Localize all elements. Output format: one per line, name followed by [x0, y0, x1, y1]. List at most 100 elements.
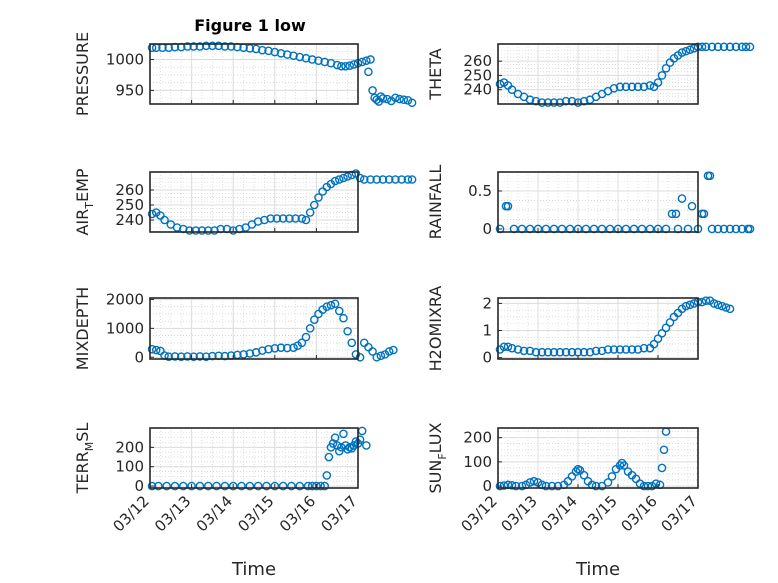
data-point: [201, 352, 211, 361]
data-point: [334, 175, 344, 184]
data-point: [245, 481, 255, 491]
data-point: [607, 472, 617, 481]
data-point: [503, 342, 513, 352]
x-tick-label: 03/14: [193, 492, 236, 535]
data-point: [531, 347, 541, 357]
data-point: [731, 42, 741, 52]
data-point: [659, 445, 669, 455]
data-point: [310, 315, 319, 324]
data-point: [276, 48, 286, 58]
y-tick-label: 1: [482, 322, 492, 340]
data-point: [713, 300, 723, 310]
data-point: [681, 46, 691, 56]
y-tick-label: 0: [482, 349, 492, 367]
series-mixdepth: [147, 299, 398, 362]
data-point: [685, 300, 695, 310]
y-tick-label: 100: [115, 458, 144, 476]
data-point: [195, 42, 205, 51]
data-point: [368, 347, 377, 356]
data-point: [337, 61, 346, 71]
y-tick-label: 240: [463, 81, 492, 99]
data-point: [503, 201, 513, 211]
data-point: [312, 481, 321, 491]
axes-frame: [149, 43, 359, 105]
data-point: [364, 67, 373, 77]
data-point: [189, 352, 198, 361]
data-point: [725, 42, 735, 52]
data-point: [615, 82, 625, 92]
data-point: [745, 224, 755, 234]
data-point: [499, 342, 509, 352]
data-point: [239, 350, 248, 359]
data-point: [201, 41, 211, 51]
data-point: [372, 175, 382, 184]
series-air_temp: [147, 169, 417, 235]
data-point: [297, 214, 307, 223]
x-tick-label: 03/14: [538, 492, 581, 535]
data-point: [305, 208, 315, 217]
data-point: [397, 175, 406, 184]
data-point: [362, 56, 371, 66]
subplot-mixdepth: 0 1000 2000 MIXDEPTH: [73, 287, 398, 370]
axes-frame: [497, 43, 699, 105]
subplot-pressure: 950 1000 PRESSURE: [73, 32, 417, 116]
y-tick-label: 1000: [106, 319, 144, 337]
data-point: [301, 215, 311, 225]
data-point: [320, 481, 330, 491]
data-point: [160, 215, 169, 225]
data-point: [725, 304, 735, 314]
y-tick-label: 0: [134, 477, 144, 495]
y-axis-label: RAINFALL: [426, 165, 445, 240]
subplot-h2omixra: 0 1 2 H2OMIXRA: [426, 286, 735, 371]
data-point: [737, 42, 747, 52]
x-tick-label: 03/15: [234, 492, 277, 535]
data-point: [707, 42, 717, 52]
x-tick-label: 03/17: [318, 492, 361, 535]
y-tick-label: 250: [115, 196, 144, 214]
data-point: [384, 347, 394, 356]
data-point: [719, 42, 729, 52]
data-point: [389, 345, 398, 355]
data-point: [717, 301, 727, 311]
data-point: [318, 187, 327, 196]
data-point: [639, 343, 649, 353]
data-point: [245, 349, 255, 358]
x-tick-label: 03/12: [458, 492, 501, 535]
data-point: [253, 481, 263, 491]
data-point: [643, 481, 653, 491]
data-point: [343, 444, 352, 454]
data-point: [699, 209, 709, 219]
data-point: [547, 481, 557, 491]
data-point: [170, 481, 180, 491]
data-point: [366, 175, 375, 184]
data-point: [657, 463, 667, 473]
data-point: [645, 81, 655, 90]
data-point: [737, 224, 747, 234]
data-point: [529, 476, 539, 486]
data-point: [384, 175, 394, 184]
data-point: [183, 42, 192, 51]
data-point: [208, 41, 217, 51]
data-point: [183, 352, 192, 361]
data-point: [291, 214, 300, 223]
data-point: [289, 343, 298, 353]
data-point: [671, 209, 681, 219]
data-point: [591, 481, 601, 491]
data-point: [395, 94, 404, 104]
data-point: [203, 481, 213, 491]
data-point: [264, 344, 273, 354]
data-point: [407, 175, 417, 184]
data-point: [378, 94, 388, 103]
y-axis-label: SUNFLUX: [426, 422, 449, 493]
series-terr_msl: [147, 426, 371, 491]
data-point: [195, 352, 205, 361]
data-point: [725, 224, 735, 234]
data-point: [164, 352, 174, 361]
y-tick-label: 1000: [106, 50, 144, 68]
data-point: [553, 481, 563, 491]
data-point: [355, 435, 365, 444]
data-point: [364, 342, 373, 352]
data-point: [285, 214, 294, 223]
